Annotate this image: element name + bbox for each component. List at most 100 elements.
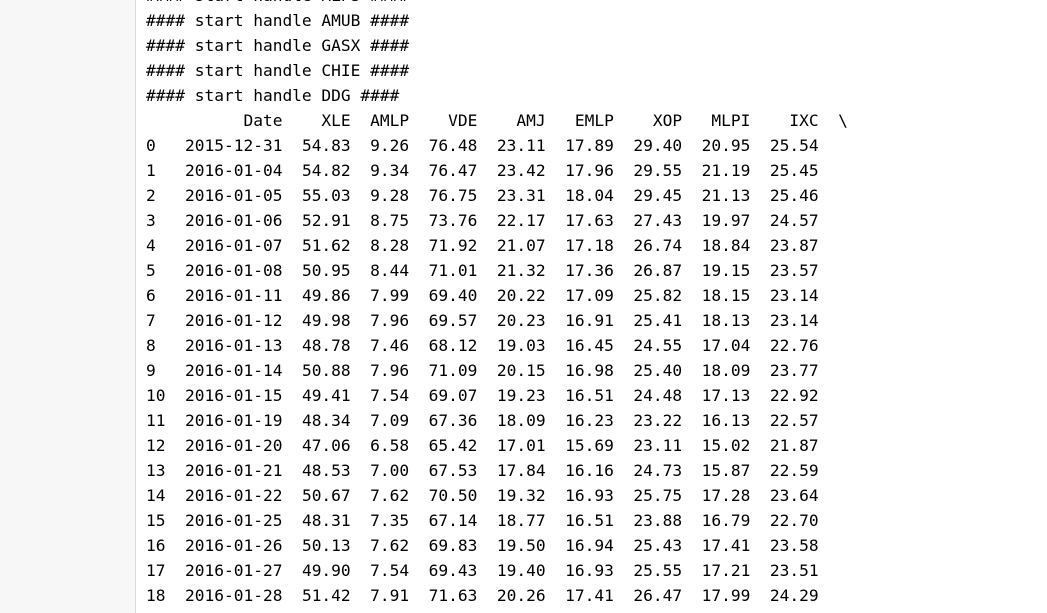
table-cell: 2016-01-26 [165, 536, 283, 555]
table-cell: 73.76 [409, 211, 478, 230]
table-row: 4 2016-01-07 51.62 8.28 71.92 21.07 17.1… [146, 233, 848, 258]
table-cell: 18.09 [682, 361, 751, 380]
table-cell: 18.77 [477, 511, 546, 530]
table-cell: 47.06 [282, 436, 351, 455]
table-cell: 2016-01-21 [165, 461, 283, 480]
table-cell: 20.23 [477, 311, 546, 330]
table-row: 2 2016-01-05 55.03 9.28 76.75 23.31 18.0… [146, 183, 848, 208]
row-index: 6 [146, 286, 166, 305]
table-cell: 23.87 [750, 236, 819, 255]
table-cell: 9.26 [350, 136, 410, 155]
table-cell: 29.55 [613, 161, 683, 180]
table-cell: 17.13 [682, 386, 751, 405]
table-cell: 23.14 [750, 311, 819, 330]
table-cell: 9.34 [350, 161, 410, 180]
table-cell: 19.50 [477, 536, 546, 555]
table-row: 17 2016-01-27 49.90 7.54 69.43 19.40 16.… [146, 558, 848, 583]
table-cell: 22.92 [750, 386, 819, 405]
table-cell: 2016-01-27 [165, 561, 283, 580]
dataframe-text-output: #### start handle MLPS #### #### start ha… [146, 0, 848, 608]
table-cell: 48.34 [282, 411, 351, 430]
table-cell: 2015-12-31 [165, 136, 283, 155]
column-header: MLPI [682, 111, 751, 130]
table-cell: 67.53 [409, 461, 478, 480]
table-cell: 50.88 [282, 361, 351, 380]
table-cell: 9.28 [350, 186, 410, 205]
table-cell: 19.97 [682, 211, 751, 230]
table-cell: 69.07 [409, 386, 478, 405]
table-cell: 2016-01-04 [165, 161, 283, 180]
table-cell: 17.04 [682, 336, 751, 355]
table-cell: 16.93 [545, 561, 614, 580]
column-header: AMJ [477, 111, 546, 130]
table-cell: 69.83 [409, 536, 478, 555]
table-cell: 48.78 [282, 336, 351, 355]
table-cell: 17.96 [545, 161, 614, 180]
table-cell: 22.59 [750, 461, 819, 480]
column-header: XLE [282, 111, 351, 130]
index-header-spacer [146, 111, 166, 130]
table-cell: 15.02 [682, 436, 751, 455]
table-cell: 7.96 [350, 311, 410, 330]
table-cell: 2016-01-07 [165, 236, 283, 255]
table-cell: 71.01 [409, 261, 478, 280]
table-cell: 7.00 [350, 461, 410, 480]
table-cell: 24.55 [613, 336, 683, 355]
column-header: Date [165, 111, 283, 130]
row-index: 3 [146, 211, 166, 230]
table-cell: 21.19 [682, 161, 751, 180]
table-row: 6 2016-01-11 49.86 7.99 69.40 20.22 17.0… [146, 283, 848, 308]
table-cell: 7.09 [350, 411, 410, 430]
table-cell: 50.95 [282, 261, 351, 280]
table-cell: 21.87 [750, 436, 819, 455]
table-cell: 19.23 [477, 386, 546, 405]
table-cell: 25.40 [613, 361, 683, 380]
row-index: 9 [146, 361, 166, 380]
log-line: #### start handle CHIE #### [146, 61, 410, 80]
table-cell: 16.51 [545, 386, 614, 405]
row-index: 7 [146, 311, 166, 330]
table-cell: 2016-01-15 [165, 386, 283, 405]
table-cell: 71.09 [409, 361, 478, 380]
row-index: 15 [146, 511, 166, 530]
table-cell: 2016-01-22 [165, 486, 283, 505]
table-cell: 23.77 [750, 361, 819, 380]
table-row: 1 2016-01-04 54.82 9.34 76.47 23.42 17.9… [146, 158, 848, 183]
table-cell: 20.15 [477, 361, 546, 380]
table-cell: 17.84 [477, 461, 546, 480]
table-cell: 51.62 [282, 236, 351, 255]
output-prompt-gutter [0, 0, 136, 613]
cell-output-area[interactable]: #### start handle MLPS #### #### start ha… [136, 0, 1047, 613]
log-line: #### start handle AMUB #### [146, 11, 410, 30]
table-cell: 16.13 [682, 411, 751, 430]
table-cell: 29.45 [613, 186, 683, 205]
table-cell: 67.36 [409, 411, 478, 430]
table-cell: 17.36 [545, 261, 614, 280]
row-index: 8 [146, 336, 166, 355]
table-cell: 22.17 [477, 211, 546, 230]
table-row: 7 2016-01-12 49.98 7.96 69.57 20.23 16.9… [146, 308, 848, 333]
table-cell: 49.41 [282, 386, 351, 405]
table-cell: 19.15 [682, 261, 751, 280]
table-cell: 8.44 [350, 261, 410, 280]
column-header: EMLP [545, 111, 614, 130]
table-cell: 48.31 [282, 511, 351, 530]
table-cell: 55.03 [282, 186, 351, 205]
table-cell: 17.41 [545, 586, 614, 605]
table-header-row: Date XLE AMLP VDE AMJ EMLP XOP MLPI IXC … [146, 108, 847, 133]
table-cell: 68.12 [409, 336, 478, 355]
table-cell: 19.03 [477, 336, 546, 355]
row-index: 0 [146, 136, 166, 155]
table-cell: 49.98 [282, 311, 351, 330]
table-cell: 2016-01-06 [165, 211, 283, 230]
row-index: 2 [146, 186, 166, 205]
table-cell: 27.43 [613, 211, 683, 230]
table-cell: 2016-01-14 [165, 361, 283, 380]
table-cell: 23.31 [477, 186, 546, 205]
column-header: XOP [613, 111, 683, 130]
row-index: 16 [146, 536, 166, 555]
table-cell: 8.28 [350, 236, 410, 255]
table-cell: 16.23 [545, 411, 614, 430]
row-index: 18 [146, 586, 166, 605]
table-cell: 65.42 [409, 436, 478, 455]
